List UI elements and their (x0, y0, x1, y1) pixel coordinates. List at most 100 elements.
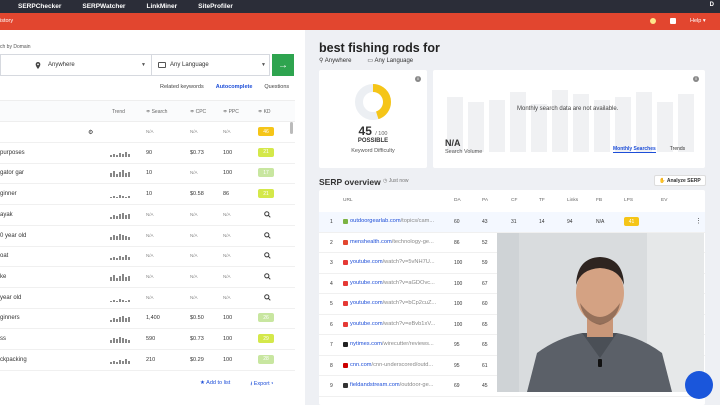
table-row[interactable]: ayak N/A N/A N/A (0, 205, 295, 226)
kd-number: 45 (358, 124, 372, 138)
serp-row[interactable]: 1 outdoorgearlab.com/topics/cam... 60 43 31 1… (319, 212, 705, 233)
user-avatar[interactable]: D (709, 2, 714, 8)
table-row[interactable]: ke N/A N/A N/A (0, 267, 295, 288)
table-row[interactable]: ginner 10 $0.58 86 21 (0, 184, 295, 206)
keyword-text[interactable]: ginners (0, 315, 20, 322)
search-icon[interactable] (264, 252, 271, 259)
serp-url[interactable]: fieldandstream.com/outdoor-ge... (350, 382, 445, 388)
serp-url[interactable]: youtube.com/watch?v=aGDOvc... (350, 280, 445, 286)
search-icon[interactable] (264, 231, 271, 239)
search-icon[interactable] (264, 211, 271, 218)
info-icon[interactable]: i (415, 76, 421, 82)
serp-url[interactable]: outdoorgearlab.com/topics/cam... (350, 218, 445, 224)
location-select[interactable]: Anywhere (48, 62, 75, 68)
serp-url[interactable]: youtube.com/watch?v=eBvb1xV... (350, 321, 445, 327)
col-url[interactable]: URL (343, 198, 353, 203)
gift-icon[interactable] (670, 18, 676, 24)
language-select[interactable]: Any Language (170, 62, 209, 68)
trend-bar (116, 235, 118, 240)
col-trend[interactable]: Trend (112, 109, 125, 115)
keyword-panel: ch by Domain Anywhere ▼ Any Language ▼ →… (0, 30, 305, 405)
table-row[interactable]: oat N/A N/A N/A (0, 246, 295, 268)
keyword-language: ▭ Any Language (367, 58, 414, 64)
col-lps[interactable]: LPS (624, 198, 634, 203)
col-ppc-label: PPC (228, 109, 239, 115)
serp-url[interactable]: menshealth.com/technology-ge... (350, 239, 445, 245)
serp-da: 60 (454, 219, 460, 225)
add-to-list-button[interactable]: ★ Add to list (200, 380, 231, 386)
col-links[interactable]: Links (567, 198, 579, 203)
search-volume-value: N/A (445, 138, 461, 148)
col-ev[interactable]: EV (661, 198, 668, 203)
col-da[interactable]: DA (454, 198, 461, 203)
analyze-serp-button[interactable]: ✋ Analyze SERP (654, 175, 706, 186)
chat-button[interactable] (685, 371, 713, 399)
table-row[interactable]: 0 year old N/A N/A N/A (0, 226, 295, 247)
table-row[interactable]: gator gar 10 N/A 100 17 (0, 163, 295, 185)
search-icon[interactable] (264, 293, 271, 301)
keyword-text[interactable]: oat (0, 253, 9, 260)
serp-url[interactable]: youtube.com/watch?v=5vNH7U... (350, 259, 445, 265)
keyword-text[interactable]: ayak (0, 211, 13, 218)
col-ppc[interactable]: ≑ PPC (223, 109, 239, 115)
search-icon[interactable] (264, 273, 271, 280)
col-kd[interactable]: ≑ KD (258, 109, 271, 115)
ppc-value: N/A (223, 129, 231, 134)
table-row[interactable]: ckpacking 210 $0.29 100 28 (0, 350, 295, 371)
table-row[interactable]: ss 590 $0.73 100 29 (0, 329, 295, 350)
lightbulb-icon[interactable] (650, 18, 656, 24)
serp-row[interactable]: 9 fieldandstream.com/outdoor-ge... 69 45 (319, 376, 705, 397)
keyword-text[interactable]: ckpacking (0, 356, 27, 363)
table-row[interactable]: purposes 90 $0.73 100 21 (0, 143, 295, 164)
search-value: 10 (146, 191, 153, 198)
serp-url[interactable]: nytimes.com/wirecutter/reviews... (350, 341, 445, 347)
loading-icon: ⚙ (88, 130, 94, 136)
serp-url[interactable]: youtube.com/watch?v=bCp2cuZ... (350, 300, 445, 306)
tab-monthly-searches[interactable]: Monthly Searches (613, 146, 656, 153)
keyword-text[interactable]: ginner (0, 191, 17, 198)
keyword-text[interactable]: ke (0, 273, 7, 280)
col-search[interactable]: ≑ Search (146, 109, 168, 115)
table-row[interactable]: year old N/A N/A N/A (0, 288, 295, 309)
keyword-text[interactable]: year old (0, 294, 22, 301)
col-cpc[interactable]: ≑ CPC (190, 109, 207, 115)
cpc-value: N/A (190, 211, 198, 217)
keyword-text[interactable]: purposes (0, 149, 25, 156)
col-tf[interactable]: TF (539, 198, 545, 203)
tab-questions[interactable]: Questions (264, 84, 290, 90)
scrollbar[interactable] (290, 122, 293, 134)
search-by-domain-link[interactable]: ch by Domain (0, 44, 31, 50)
col-fb[interactable]: FB (596, 198, 603, 203)
cpc-value: N/A (190, 273, 198, 279)
table-row[interactable]: ⚙ N/A N/A N/A 46 (0, 122, 295, 143)
keyword-text[interactable]: 0 year old (0, 232, 27, 239)
tab-trends[interactable]: Trends (669, 146, 686, 152)
trend-bar (128, 299, 130, 302)
export-button[interactable]: ⭳ Export ▾ (250, 381, 274, 387)
col-pa[interactable]: PA (482, 198, 489, 203)
favicon-icon (343, 362, 348, 368)
trend-bar (125, 235, 127, 240)
col-cf[interactable]: CF (511, 198, 518, 203)
serp-path: /watch?v=aGDOvc... (382, 279, 435, 286)
serp-path: /technology-ge... (391, 238, 434, 245)
table-row[interactable]: ginners 1,400 $0.50 100 26 (0, 308, 295, 330)
serp-url[interactable]: cnn.com/cnn-underscored/outd... (350, 362, 445, 368)
tab-related-keywords[interactable]: Related keywords (160, 84, 204, 90)
tab-autocomplete[interactable]: Autocomplete (215, 84, 253, 90)
keyword-text[interactable]: ss (0, 336, 6, 342)
info-icon[interactable]: i (693, 76, 699, 82)
chevron-down-icon: ▼ (261, 62, 266, 68)
nav-linkminer[interactable]: LinkMiner (146, 3, 178, 10)
find-keywords-button[interactable]: → (272, 54, 294, 76)
keyword-text[interactable]: gator gar (0, 170, 25, 177)
nav-serpwatcher[interactable]: SERPWatcher (82, 3, 126, 10)
keyword-difficulty-card: i 45 / 100 POSSIBLE Keyword Difficulty (319, 70, 427, 168)
nav-siteprofiler[interactable]: SiteProfiler (198, 3, 233, 10)
more-options-icon[interactable]: ⋮ (695, 218, 702, 225)
help-menu[interactable]: Help ▾ (690, 18, 706, 24)
nav-serpchecker[interactable]: SERPChecker (18, 3, 62, 10)
history-link[interactable]: istory (0, 18, 14, 24)
trend-bar (125, 255, 127, 261)
webcam-overlay (497, 233, 704, 392)
